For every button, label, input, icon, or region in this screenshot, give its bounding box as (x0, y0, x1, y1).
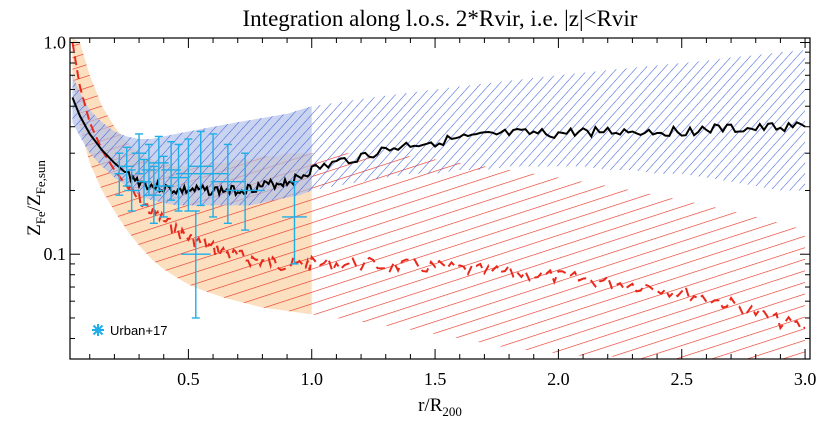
y-axis-label-mid: /Z (24, 194, 45, 211)
x-tick-label: 2.0 (547, 369, 570, 389)
black-solid-line (71, 97, 806, 198)
observation-point (168, 143, 189, 212)
observation-point (153, 155, 174, 218)
observation-point (131, 133, 147, 175)
blue-band-hatch (72, 50, 806, 206)
y-axis-label-sub2: Fe,sun (33, 160, 48, 195)
observation-point (181, 210, 211, 319)
x-tick-label: 1.0 (300, 369, 323, 389)
observation-point (161, 140, 181, 201)
y-axis-label: ZFe/ZFe,sun (24, 160, 48, 236)
observation-point (146, 165, 162, 224)
chart-title: Integration along l.o.s. 2*Rvir, i.e. |z… (243, 6, 638, 31)
x-tick-label: 3.0 (794, 369, 817, 389)
observation-point (148, 135, 169, 192)
plot-frame (69, 37, 811, 360)
observation-point (188, 130, 214, 207)
observation-point (282, 181, 307, 265)
observation-point (176, 138, 201, 212)
axis-ticks: 0.5 1.0 1.5 2.0 2.5 3.0 0.1 1.0 (44, 32, 817, 389)
observation-point (198, 133, 228, 218)
x-axis-label: r/R200 (418, 395, 462, 419)
red-dashed-line (71, 42, 806, 331)
legend-label-urban17: Urban+17 (110, 323, 167, 338)
y-tick-label: 1.0 (44, 32, 67, 52)
observation-points (114, 130, 307, 319)
x-tick-label: 1.5 (424, 369, 447, 389)
x-axis-label-sub: 200 (442, 404, 462, 419)
y-tick-label: 0.1 (44, 244, 67, 264)
observation-point (225, 152, 265, 231)
legend-marker-urban17 (92, 324, 104, 336)
observation-point (124, 169, 140, 212)
observation-point (114, 152, 125, 196)
x-axis-label-main: r/R (418, 395, 443, 416)
shaded-bands (72, 38, 806, 359)
red-band-hatch (72, 38, 806, 359)
x-tick-label: 0.5 (177, 369, 200, 389)
series-lines (71, 42, 806, 331)
observation-point (119, 146, 135, 187)
y-axis-label-sub1: Fe (33, 211, 48, 224)
observation-point (210, 143, 246, 224)
legend: Urban+17 (92, 323, 167, 338)
x-tick-label: 2.5 (670, 369, 693, 389)
y-axis-label-main1: Z (24, 224, 45, 236)
